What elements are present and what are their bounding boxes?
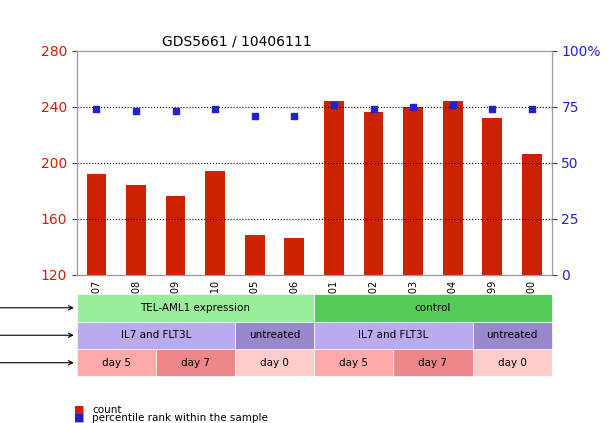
Text: time: time: [0, 358, 72, 368]
Text: count: count: [92, 404, 121, 415]
Bar: [443, 101, 463, 275]
FancyBboxPatch shape: [77, 294, 314, 321]
FancyBboxPatch shape: [235, 321, 314, 349]
Point: [250, 113, 260, 119]
Point: [448, 101, 458, 108]
Point: [408, 103, 418, 110]
Bar: [284, 238, 304, 275]
Text: TEL-AML1 expression: TEL-AML1 expression: [140, 303, 250, 313]
Text: day 5: day 5: [339, 358, 368, 368]
Point: [91, 106, 101, 113]
Bar: [126, 185, 146, 275]
FancyBboxPatch shape: [235, 349, 314, 376]
Text: day 5: day 5: [102, 358, 131, 368]
Text: ■: ■: [74, 404, 84, 415]
FancyBboxPatch shape: [156, 349, 235, 376]
Text: day 7: day 7: [181, 358, 210, 368]
Bar: [205, 171, 225, 275]
Point: [131, 108, 141, 115]
FancyBboxPatch shape: [77, 349, 156, 376]
FancyBboxPatch shape: [394, 349, 473, 376]
Point: [289, 113, 299, 119]
FancyBboxPatch shape: [314, 294, 552, 321]
Text: genotype/variation: genotype/variation: [0, 303, 72, 313]
Bar: [482, 118, 502, 275]
Text: IL7 and FLT3L: IL7 and FLT3L: [358, 330, 428, 340]
Bar: [166, 196, 186, 275]
Text: day 0: day 0: [498, 358, 527, 368]
Bar: [324, 101, 344, 275]
FancyBboxPatch shape: [473, 321, 552, 349]
FancyBboxPatch shape: [77, 321, 235, 349]
Text: untreated: untreated: [249, 330, 300, 340]
Point: [210, 106, 220, 113]
Text: day 0: day 0: [260, 358, 289, 368]
Point: [487, 106, 497, 113]
Text: control: control: [415, 303, 451, 313]
Bar: [245, 236, 265, 275]
FancyBboxPatch shape: [314, 349, 394, 376]
Text: protocol: protocol: [0, 330, 72, 340]
Bar: [86, 174, 106, 275]
FancyBboxPatch shape: [314, 321, 473, 349]
Text: GDS5661 / 10406111: GDS5661 / 10406111: [162, 34, 312, 48]
Text: percentile rank within the sample: percentile rank within the sample: [92, 413, 268, 423]
Text: day 7: day 7: [419, 358, 447, 368]
Text: untreated: untreated: [487, 330, 538, 340]
Point: [170, 108, 180, 115]
Point: [527, 106, 537, 113]
Bar: [403, 107, 423, 275]
Point: [368, 106, 378, 113]
Text: ■: ■: [74, 413, 84, 423]
FancyBboxPatch shape: [473, 349, 552, 376]
Bar: [364, 113, 384, 275]
Bar: [522, 154, 542, 275]
Text: IL7 and FLT3L: IL7 and FLT3L: [121, 330, 191, 340]
Point: [329, 101, 339, 108]
